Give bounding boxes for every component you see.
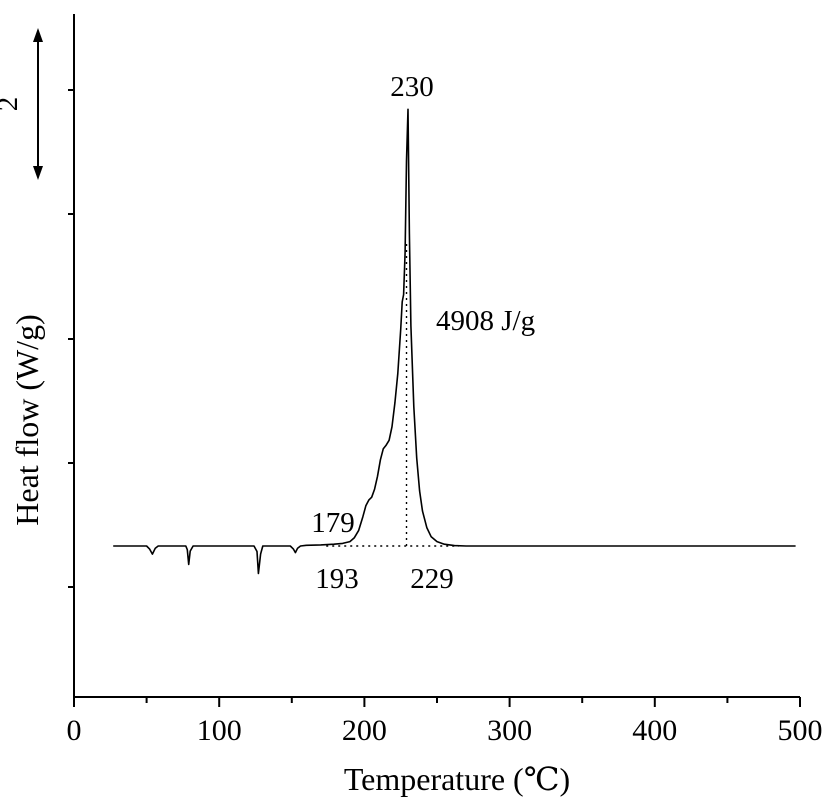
annotations: 230 4908 J/g 179 193 229	[311, 71, 535, 595]
scale-bar: 2	[0, 28, 43, 180]
dsc-curve	[113, 108, 796, 575]
x-tick-label-0: 0	[67, 714, 82, 747]
x-ticks: 0 100 200 300 400 500	[67, 697, 823, 747]
integration-guides	[326, 241, 459, 547]
x-tick-label-500: 500	[778, 714, 823, 747]
scale-bar-label: 2	[0, 97, 24, 112]
y-ticks	[68, 89, 74, 588]
annotation-0: 230	[390, 71, 434, 103]
annotation-2: 179	[311, 507, 355, 539]
y-axis-label: Heat flow (W/g)	[9, 314, 45, 525]
scale-bar-arrow-up-icon	[33, 28, 43, 42]
x-tick-label-100: 100	[197, 714, 242, 747]
annotation-4: 229	[410, 563, 454, 595]
scale-bar-arrow-down-icon	[33, 166, 43, 180]
annotation-1: 4908 J/g	[436, 305, 535, 337]
x-tick-label-400: 400	[632, 714, 677, 747]
x-tick-label-200: 200	[342, 714, 387, 747]
annotation-3: 193	[315, 563, 359, 595]
x-tick-label-300: 300	[487, 714, 532, 747]
x-axis-label: Temperature (℃)	[344, 761, 570, 797]
